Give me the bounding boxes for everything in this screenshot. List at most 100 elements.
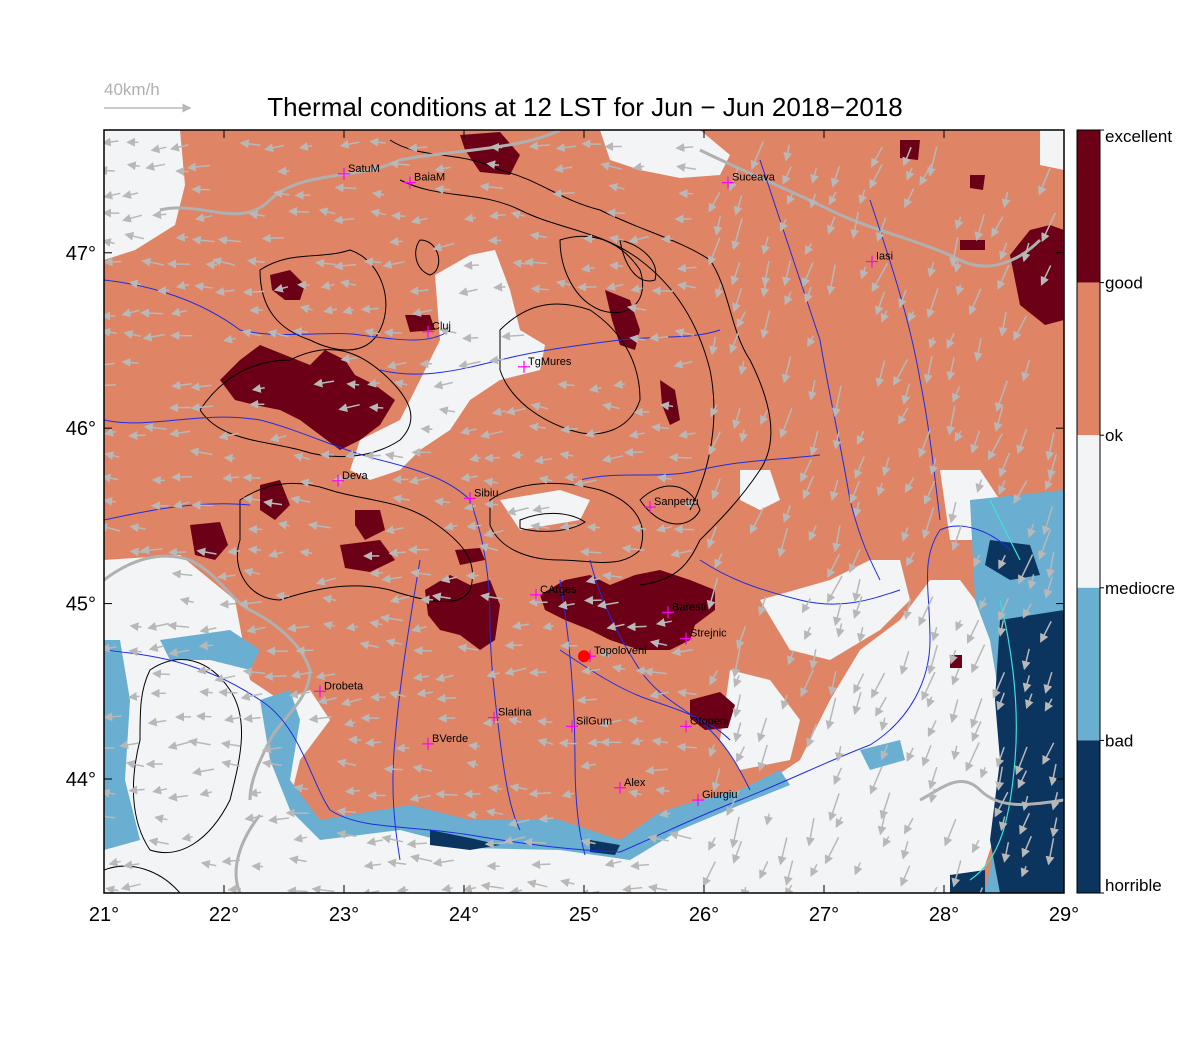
wind-arrow xyxy=(784,884,794,893)
wind-arrow xyxy=(338,403,360,413)
wind-arrow xyxy=(538,475,553,485)
wind-arrow xyxy=(435,789,458,799)
wind-arrow xyxy=(674,328,695,338)
wind-arrow xyxy=(537,717,553,727)
wind-arrow xyxy=(732,694,742,718)
wind-arrow xyxy=(466,760,479,769)
wind-arrow xyxy=(119,740,139,750)
wind-arrow xyxy=(370,208,387,218)
wind-arrow xyxy=(1044,698,1054,712)
wind-arrow xyxy=(364,328,381,337)
wind-arrow xyxy=(779,218,788,232)
wind-arrow xyxy=(651,423,669,433)
wind-arrow xyxy=(579,547,602,557)
wind-arrow xyxy=(876,482,886,497)
wind-arrow xyxy=(759,861,769,880)
wind-arrow xyxy=(189,447,213,457)
city-tgmures: TgMures xyxy=(518,356,572,373)
wind-arrow xyxy=(268,815,290,824)
wind-arrow xyxy=(108,857,121,867)
wind-arrow xyxy=(275,591,290,601)
wind-arrow xyxy=(147,621,170,631)
wind-arrow xyxy=(644,765,668,775)
wind-arrow xyxy=(277,520,290,530)
wind-arrow xyxy=(780,694,790,710)
wind-arrow xyxy=(218,431,239,441)
wind-arrow xyxy=(463,502,477,511)
wind-arrow xyxy=(579,889,600,893)
wind-arrow xyxy=(559,521,578,531)
wind-arrow xyxy=(733,722,742,743)
wind-arrow xyxy=(850,211,860,239)
wind-arrow xyxy=(852,502,862,518)
wind-arrow xyxy=(240,692,263,701)
wind-arrow xyxy=(462,884,477,893)
wind-arrow xyxy=(784,291,793,306)
wind-arrow xyxy=(991,216,1004,238)
wind-arrow xyxy=(946,405,956,436)
wind-arrow xyxy=(729,332,740,354)
city-label: Slatina xyxy=(498,707,533,719)
wind-arrow xyxy=(874,291,886,316)
wind-arrow xyxy=(531,860,551,870)
wind-arrow xyxy=(416,688,434,698)
wind-arrow xyxy=(492,407,506,417)
wind-arrow xyxy=(807,335,816,348)
wind-arrow xyxy=(227,884,241,893)
wind-arrow xyxy=(382,260,405,269)
wind-arrow xyxy=(1001,841,1011,863)
wind-arrow xyxy=(649,639,668,648)
wind-arrow xyxy=(731,645,742,678)
wind-arrow xyxy=(457,643,479,653)
wind-arrow xyxy=(121,308,140,318)
wind-arrow xyxy=(668,452,692,462)
wind-arrow xyxy=(995,380,1009,412)
city-silgum: SilGum xyxy=(566,715,612,733)
wind-arrow xyxy=(987,433,1004,461)
wind-arrow xyxy=(979,767,989,779)
wind-arrow xyxy=(363,257,382,267)
wind-arrow xyxy=(848,548,861,574)
wind-arrow xyxy=(757,744,768,772)
wind-arrow xyxy=(955,284,965,296)
wind-arrow xyxy=(511,450,524,460)
y-tick-label: 45° xyxy=(66,594,96,616)
wind-arrow xyxy=(972,839,981,854)
wind-arrow xyxy=(899,650,910,676)
wind-arrow xyxy=(921,507,935,540)
wind-arrow xyxy=(299,304,313,314)
wind-arrow xyxy=(290,670,313,679)
wind-arrow xyxy=(954,430,964,442)
wind-arrow xyxy=(384,451,404,461)
wind-arrow xyxy=(782,166,792,185)
wind-arrow xyxy=(123,330,142,339)
wind-arrow xyxy=(214,674,236,683)
wind-arrow xyxy=(532,504,550,514)
wind-arrow xyxy=(853,673,865,694)
wind-arrow xyxy=(557,380,575,390)
wind-arrow xyxy=(606,622,625,631)
wind-arrow xyxy=(738,360,748,376)
x-tick-label: 22° xyxy=(209,904,239,926)
wind-arrow xyxy=(346,380,360,390)
wind-arrow xyxy=(486,160,500,170)
wind-arrow xyxy=(606,208,626,218)
wind-arrow xyxy=(339,279,357,289)
wind-arrow xyxy=(383,328,403,338)
wind-arrow xyxy=(806,723,817,748)
wind-arrow xyxy=(199,788,213,798)
wind-arrow xyxy=(805,817,815,847)
wind-arrow xyxy=(484,839,506,849)
wind-arrow xyxy=(528,789,551,799)
city-label: Iasi xyxy=(876,251,893,263)
wind-arrow xyxy=(227,546,241,556)
wind-arrow xyxy=(439,326,457,336)
city-strejnic: Strejnic xyxy=(680,628,727,645)
wind-arrow xyxy=(313,378,335,388)
x-tick-label: 24° xyxy=(449,904,479,926)
wind-arrow xyxy=(630,860,650,870)
city-suceava: Suceava xyxy=(722,172,776,189)
wind-arrow xyxy=(729,816,740,849)
wind-arrow xyxy=(179,596,194,606)
wind-arrow xyxy=(104,427,116,437)
